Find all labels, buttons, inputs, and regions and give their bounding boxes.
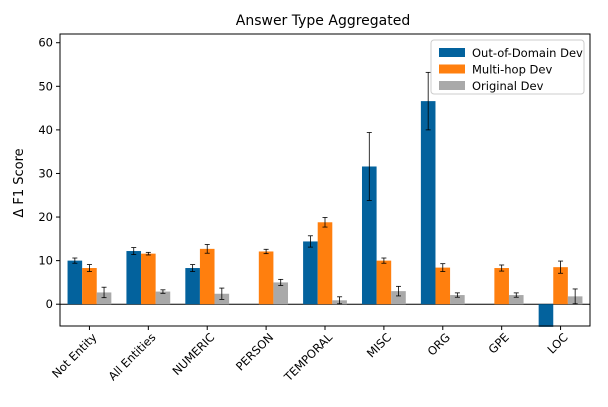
y-tick-label: 40 xyxy=(38,123,53,137)
legend-label: Out-of-Domain Dev xyxy=(472,46,583,60)
x-tick-label: ORG xyxy=(425,330,453,358)
x-tick-label: PERSON xyxy=(233,330,276,373)
x-tick-label: TEMPORAL xyxy=(281,330,336,385)
y-tick-label: 20 xyxy=(38,210,53,224)
x-tick-label: NUMERIC xyxy=(170,330,218,378)
x-tick-label: GPE xyxy=(486,330,512,356)
bar xyxy=(538,304,554,327)
chart-title: Answer Type Aggregated xyxy=(236,13,411,29)
bar xyxy=(317,222,333,305)
legend-label: Multi-hop Dev xyxy=(472,63,552,77)
bar xyxy=(420,101,436,305)
bar xyxy=(391,291,406,305)
bar xyxy=(273,282,289,305)
bar xyxy=(185,268,200,305)
bar xyxy=(141,253,156,305)
bar xyxy=(258,251,274,305)
bar xyxy=(126,251,142,305)
bar xyxy=(435,267,451,305)
legend-swatch xyxy=(439,64,465,74)
bar xyxy=(361,166,377,305)
bar xyxy=(450,295,465,305)
y-axis-label: Δ F1 Score xyxy=(12,148,27,217)
bar xyxy=(553,267,568,305)
y-tick-label: 30 xyxy=(38,166,53,180)
bar xyxy=(67,260,83,305)
y-tick-label: 60 xyxy=(38,36,53,50)
x-tick-label: All Entities xyxy=(105,330,158,383)
bar xyxy=(376,260,392,305)
bar xyxy=(508,295,524,305)
legend-box xyxy=(430,39,585,95)
legend-label: Original Dev xyxy=(472,79,544,93)
bar xyxy=(155,291,171,305)
plot-frame xyxy=(59,33,591,327)
legend-swatch xyxy=(439,81,465,90)
y-tick-label: 0 xyxy=(46,297,53,311)
bar xyxy=(199,248,215,305)
x-tick-label: LOC xyxy=(544,330,570,356)
legend: Out-of-Domain Dev Multi-hop Dev Original D… xyxy=(430,39,585,95)
bar xyxy=(494,268,509,305)
x-tick-label: MISC xyxy=(364,330,394,360)
bar xyxy=(96,292,112,305)
legend-swatch xyxy=(439,48,465,57)
y-tick-label: 50 xyxy=(38,79,53,93)
y-tick-label: 10 xyxy=(38,254,53,268)
x-tick-label: Not Entity xyxy=(49,330,100,381)
bar xyxy=(82,268,97,305)
bar xyxy=(303,241,318,305)
